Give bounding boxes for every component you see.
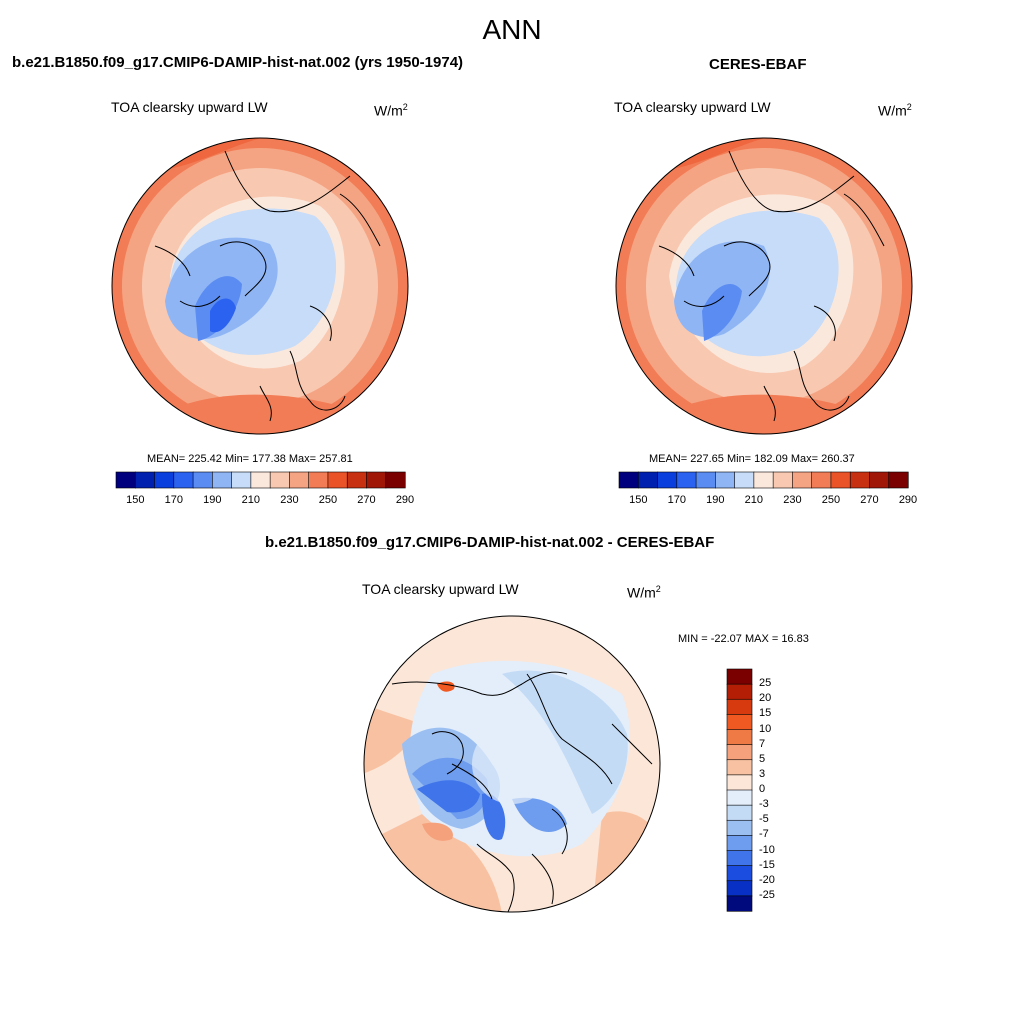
colorbar-swatch (173, 471, 194, 489)
colorbar-tick-label: -25 (759, 888, 775, 901)
colorbar-tick-label: 190 (706, 494, 725, 506)
colorbar-tick-label: 210 (744, 494, 764, 506)
colorbar-tick-label: 230 (280, 494, 299, 506)
colorbar-swatch (726, 759, 753, 776)
panel3-polar-map (363, 615, 661, 913)
colorbar-swatch (695, 471, 716, 489)
panel1-title: b.e21.B1850.f09_g17.CMIP6-DAMIP-hist-nat… (12, 54, 464, 71)
colorbar-swatch (269, 471, 291, 489)
colorbar-tick-label: 150 (126, 494, 145, 506)
colorbar-swatch (726, 819, 753, 836)
colorbar-swatch (250, 471, 271, 489)
colorbar-swatch (726, 668, 753, 685)
colorbar-tick-label: -7 (759, 828, 769, 841)
figure-title: ANN (482, 14, 542, 45)
panel3-colorbar (726, 668, 753, 912)
colorbar-swatch (726, 865, 753, 882)
panel3-stats: MIN = -22.07 MAX = 16.83 (678, 633, 809, 645)
colorbar-tick-label: 5 (759, 752, 766, 765)
colorbar-swatch (676, 471, 697, 489)
colorbar-tick-label: 170 (667, 494, 686, 506)
colorbar-tick-label: 270 (860, 494, 879, 506)
colorbar-swatch (772, 471, 794, 489)
colorbar-swatch (830, 471, 851, 489)
colorbar-swatch (657, 471, 678, 489)
colorbar-tick-label: 250 (821, 494, 841, 506)
colorbar-swatch (849, 471, 871, 489)
colorbar-swatch (192, 471, 213, 489)
panel2-polar-map (615, 137, 913, 435)
colorbar-swatch (637, 471, 659, 489)
panel1-units: W/m2 (374, 102, 408, 119)
colorbar-swatch (726, 789, 753, 806)
panel2-units: W/m2 (878, 102, 912, 119)
colorbar-swatch (618, 471, 639, 489)
colorbar-swatch (726, 880, 753, 897)
colorbar-swatch (726, 774, 753, 791)
panel2-colorbar (618, 471, 909, 489)
colorbar-swatch (134, 471, 156, 489)
colorbar-swatch (726, 804, 753, 821)
colorbar-tick-label: 290 (395, 494, 415, 506)
colorbar-swatch (726, 835, 753, 852)
colorbar-tick-label: 0 (759, 783, 766, 795)
colorbar-swatch (726, 698, 753, 715)
colorbar-tick-label: 170 (164, 494, 183, 506)
colorbar-swatch (734, 471, 755, 489)
colorbar-swatch (212, 471, 233, 489)
colorbar-swatch (231, 471, 252, 489)
colorbar-swatch (715, 471, 736, 489)
colorbar-swatch (811, 471, 832, 489)
colorbar-tick-label: 250 (318, 494, 338, 506)
colorbar-swatch (753, 471, 774, 489)
colorbar-swatch (888, 471, 909, 489)
colorbar-tick-label: 10 (759, 722, 772, 735)
panel3-units: W/m2 (627, 584, 661, 601)
panel3-variable: TOA clearsky upward LW (362, 581, 519, 597)
colorbar-tick-label: -15 (759, 858, 775, 871)
panel2-stats: MEAN= 227.65 Min= 182.09 Max= 260.37 (649, 453, 855, 465)
colorbar-tick-label: 290 (898, 494, 918, 506)
colorbar-swatch (154, 471, 175, 489)
colorbar-swatch (366, 471, 387, 489)
colorbar-tick-label: 15 (759, 707, 772, 720)
colorbar-tick-label: 230 (783, 494, 802, 506)
colorbar-swatch (327, 471, 348, 489)
panel3-title: b.e21.B1850.f09_g17.CMIP6-DAMIP-hist-nat… (265, 534, 715, 551)
colorbar-tick-label: -3 (759, 798, 769, 811)
colorbar-tick-label: 25 (759, 677, 772, 690)
colorbar-tick-label: -10 (759, 843, 775, 856)
colorbar-swatch (792, 471, 813, 489)
colorbar-swatch (726, 895, 753, 912)
colorbar-swatch (385, 471, 406, 489)
panel2-title: CERES-EBAF (709, 56, 807, 73)
colorbar-swatch (726, 850, 753, 867)
colorbar-swatch (726, 729, 753, 746)
panel1-variable: TOA clearsky upward LW (111, 99, 268, 115)
colorbar-tick-label: -5 (759, 813, 769, 826)
colorbar-tick-label: -20 (759, 873, 775, 886)
colorbar-swatch (726, 683, 753, 700)
colorbar-tick-label: 3 (759, 767, 766, 780)
colorbar-swatch (308, 471, 329, 489)
colorbar-tick-label: 20 (759, 692, 772, 705)
colorbar-tick-label: 7 (759, 737, 766, 750)
panel1-stats: MEAN= 225.42 Min= 177.38 Max= 257.81 (147, 453, 353, 465)
colorbar-tick-label: 150 (629, 494, 648, 506)
panel1-polar-map (111, 137, 409, 435)
colorbar-tick-label: 210 (241, 494, 261, 506)
panel2-variable: TOA clearsky upward LW (614, 99, 771, 115)
colorbar-swatch (115, 471, 136, 489)
colorbar-swatch (726, 744, 753, 761)
colorbar-swatch (346, 471, 368, 489)
colorbar-tick-label: 190 (203, 494, 222, 506)
colorbar-swatch (726, 714, 753, 731)
colorbar-tick-label: 270 (357, 494, 376, 506)
colorbar-swatch (869, 471, 890, 489)
panel1-colorbar (115, 471, 406, 489)
colorbar-swatch (289, 471, 310, 489)
